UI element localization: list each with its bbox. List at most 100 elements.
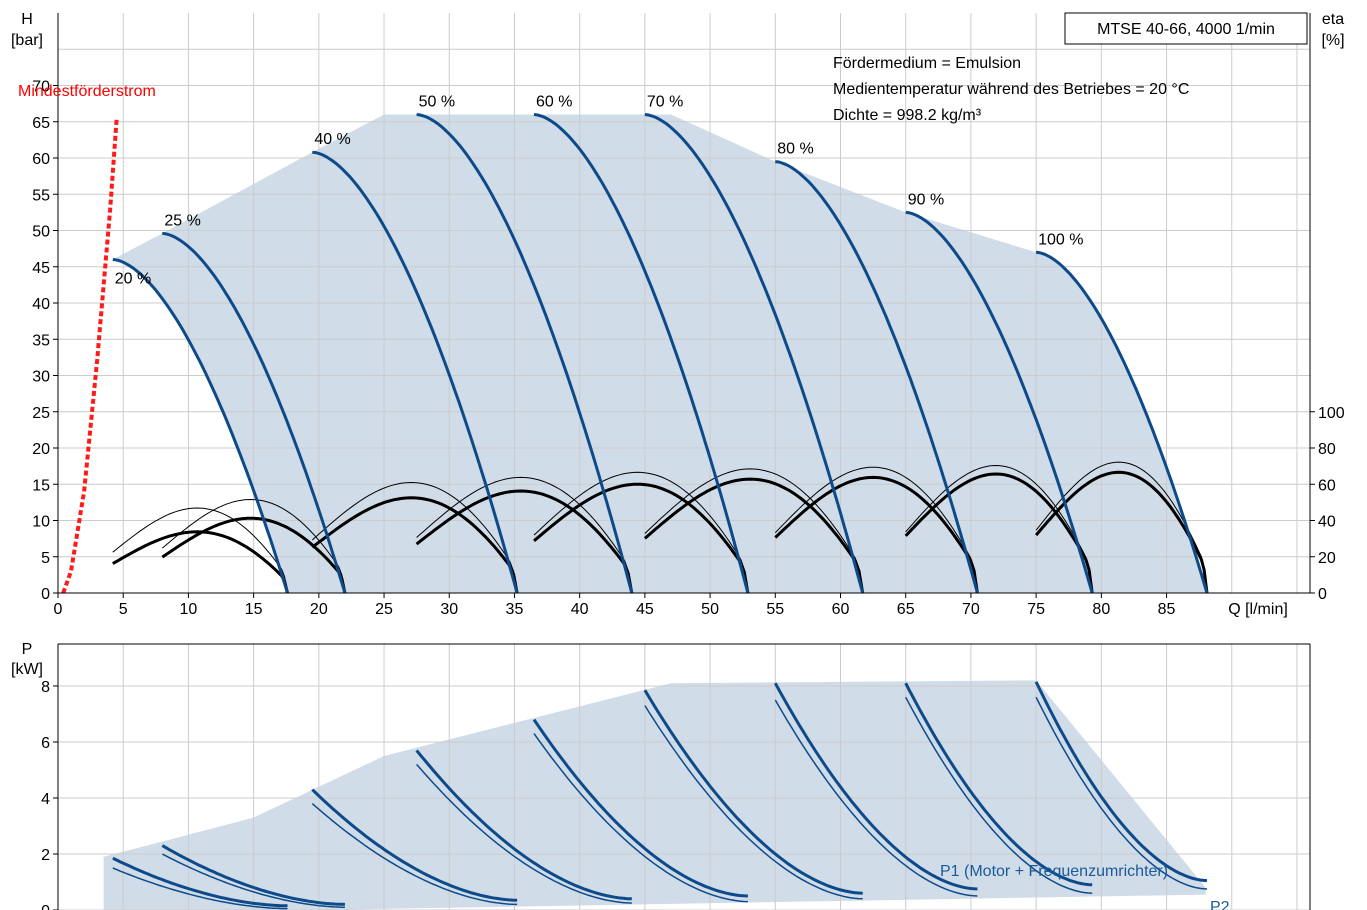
efficiency-curve-thin-3 (416, 476, 633, 594)
p1-curve-5 (643, 689, 863, 895)
efficiency-curve-thin-7 (905, 464, 1093, 594)
x-tick-label: 10 (180, 601, 198, 618)
y2-tick-label: 0 (1318, 586, 1327, 603)
power-y-tick-label: 8 (41, 679, 50, 696)
head-curve-4 (533, 113, 750, 594)
efficiency-curve-thick-3 (415, 489, 634, 594)
power-axis-title-line1: P (22, 641, 33, 658)
title-box (1064, 12, 1308, 45)
efficiency-curve-thin-8 (1035, 461, 1208, 594)
y2-tick-label: 80 (1318, 441, 1336, 458)
y-tick-label: 50 (32, 224, 50, 241)
head-curve-6 (775, 160, 979, 594)
x-tick-label: 50 (701, 601, 719, 618)
power-y-tick-label: 2 (41, 847, 50, 864)
p1-curve-1 (161, 844, 345, 906)
head-curve-5 (644, 113, 865, 594)
efficiency-curve-thin-5 (644, 468, 864, 594)
head-tick-labels: 0 5 10 15 20 25 30 35 40 45 50 55 60 65 70 75 80 85 0 5 10 15… (32, 79, 1345, 619)
y-tick-label: 40 (32, 296, 50, 313)
y-tick-label: 20 (32, 441, 50, 458)
head-curves (112, 113, 1209, 594)
p1-curve-0 (112, 856, 288, 908)
x-tick-label: 40 (571, 601, 589, 618)
y2-tick-label: 40 (1318, 514, 1336, 531)
efficiency-curve-thin-6 (774, 466, 978, 594)
chart-title: MTSE 40-66, 4000 1/min (1097, 21, 1275, 38)
efficiency-curve-thick-7 (904, 472, 1094, 594)
x-tick-label: 75 (1027, 601, 1045, 618)
info-temperature: Medientemperatur während des Betriebes =… (833, 81, 1189, 98)
y-axis-title-line2: [bar] (11, 32, 43, 49)
efficiency-curve-thin-2 (311, 481, 518, 594)
min-flow-label: Mindestförderstrom (18, 83, 156, 100)
p1-curve-6 (773, 682, 978, 891)
power-y-tick-label: 4 (41, 791, 50, 808)
efficiency-curve-thin-4 (533, 471, 749, 594)
y-tick-label: 55 (32, 187, 50, 204)
y2-axis-title-line1: eta (1322, 11, 1344, 28)
p1-curve-3 (415, 749, 632, 901)
y-tick-label: 30 (32, 369, 50, 386)
speed-label-7: 90 % (908, 191, 944, 208)
x-tick-label: 70 (962, 601, 980, 618)
operating-range (112, 114, 1207, 593)
x-tick-label: 30 (440, 601, 458, 618)
info-density: Dichte = 998.2 kg/m³ (833, 107, 982, 124)
min-flow-curve (61, 117, 119, 594)
p2-curve-6 (774, 699, 978, 897)
efficiency-curve-thick-5 (643, 477, 865, 594)
x-tick-label: 35 (506, 601, 524, 618)
y-tick-label: 60 (32, 151, 50, 168)
power-curves (112, 681, 1208, 910)
p1-curve-4 (532, 718, 748, 898)
y2-tick-label: 60 (1318, 477, 1336, 494)
efficiency-curve-thick-6 (774, 475, 979, 594)
power-y-tick-label: 0 (41, 903, 50, 910)
operating-range-area (112, 114, 1207, 593)
p2-curve-0 (112, 867, 288, 910)
y-tick-label: 70 (32, 79, 50, 96)
p1-curve-8 (1034, 681, 1208, 883)
speed-label-1: 25 % (164, 212, 200, 229)
y-tick-label: 25 (32, 405, 50, 422)
p1-label: P1 (Motor + Frequenzumrichter) (940, 863, 1168, 880)
y-tick-label: 0 (41, 586, 50, 603)
x-tick-label: 20 (310, 601, 328, 618)
min-flow-line (61, 117, 119, 594)
head-curve-3 (416, 113, 634, 594)
x-tick-label: 45 (636, 601, 654, 618)
speed-label-5: 70 % (647, 94, 683, 111)
power-axis-title-line2: [kW] (11, 661, 43, 678)
efficiency-curve-thick-2 (311, 496, 519, 594)
power-y-tick-label: 6 (41, 735, 50, 752)
p2-label: P2 (1210, 899, 1230, 910)
p2-curve-4 (533, 733, 748, 903)
p2-curve-2 (311, 803, 518, 906)
y2-tick-label: 20 (1318, 550, 1336, 567)
p1-curve-2 (311, 788, 518, 902)
y-axis-title-line1: H (21, 11, 33, 28)
y-tick-label: 10 (32, 514, 50, 531)
speed-label-3: 50 % (419, 94, 455, 111)
x-tick-label: 5 (119, 601, 128, 618)
power-tick-labels: 0 2 4 6 8 (41, 679, 58, 910)
p2-curve-8 (1035, 696, 1208, 890)
power-range (103, 680, 1206, 910)
p2-curve-3 (416, 763, 632, 904)
y-tick-label: 15 (32, 477, 50, 494)
x-tick-label: 80 (1092, 601, 1110, 618)
x-tick-label: 15 (245, 601, 263, 618)
x-tick-label: 25 (375, 601, 393, 618)
x-tick-label: 65 (897, 601, 915, 618)
speed-label-4: 60 % (536, 94, 572, 111)
y-tick-label: 35 (32, 332, 50, 349)
p2-curve-1 (161, 853, 345, 908)
speed-labels: 20 % 25 % 40 % 50 % 60 % 70 % 80 % 90 % 100 % (115, 94, 1084, 288)
head-curve-7 (905, 210, 1094, 594)
y-tick-label: 65 (32, 115, 50, 132)
x-tick-label: 85 (1158, 601, 1176, 618)
speed-label-6: 80 % (777, 141, 813, 158)
x-axis-title: Q [l/min] (1228, 601, 1288, 618)
